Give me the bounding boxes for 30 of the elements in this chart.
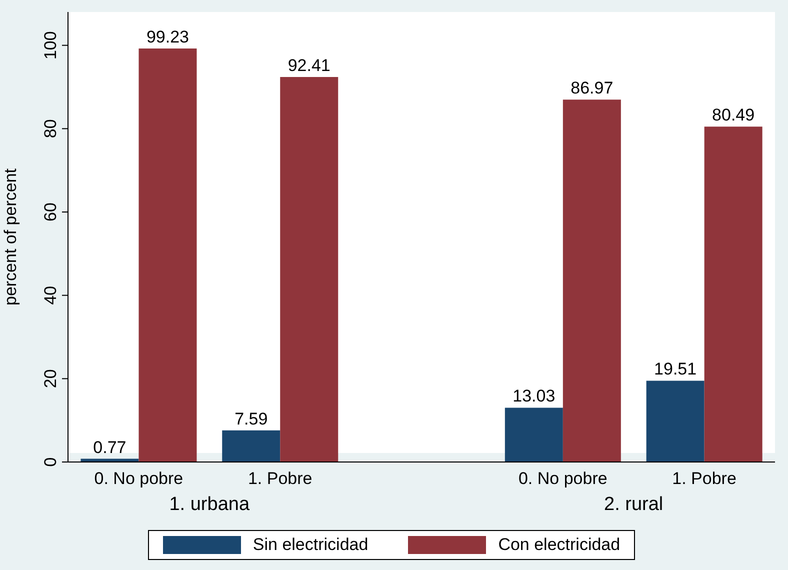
bar	[138, 48, 197, 462]
x-tick-label: 0. No pobre	[94, 469, 184, 488]
data-label: 13.03	[512, 386, 556, 406]
data-label: 80.49	[712, 106, 755, 125]
legend-label: Con electricidad	[498, 535, 620, 555]
y-tick-label: 100	[41, 31, 60, 60]
y-tick-label: 60	[41, 202, 60, 222]
y-tick-label: 0	[41, 457, 60, 467]
bar	[222, 430, 280, 462]
x-tick-label: 0. No pobre	[518, 469, 608, 488]
x-tick-label: 1. Pobre	[248, 469, 312, 488]
data-label: 92.41	[288, 56, 330, 75]
y-tick-label: 80	[41, 119, 60, 138]
bar	[504, 408, 563, 462]
bar	[562, 100, 621, 462]
bar	[704, 126, 762, 462]
x-tick-label: 1. Pobre	[672, 469, 736, 488]
y-tick-label: 40	[41, 286, 60, 305]
bar	[280, 76, 338, 462]
text: 1. urbana	[168, 494, 251, 516]
data-label: 99.23	[146, 28, 189, 47]
bar	[646, 380, 704, 462]
data-label: 86.97	[570, 78, 614, 98]
data-label: 0.77	[93, 438, 126, 457]
text: 2. rural	[603, 494, 664, 516]
data-label: 7.59	[234, 409, 268, 428]
y-axis-title: percent of percent	[1, 168, 20, 306]
y-tick-label: 20	[41, 369, 60, 388]
data-label: 19.51	[654, 360, 697, 379]
legend-label: Sin electricidad	[252, 535, 368, 555]
